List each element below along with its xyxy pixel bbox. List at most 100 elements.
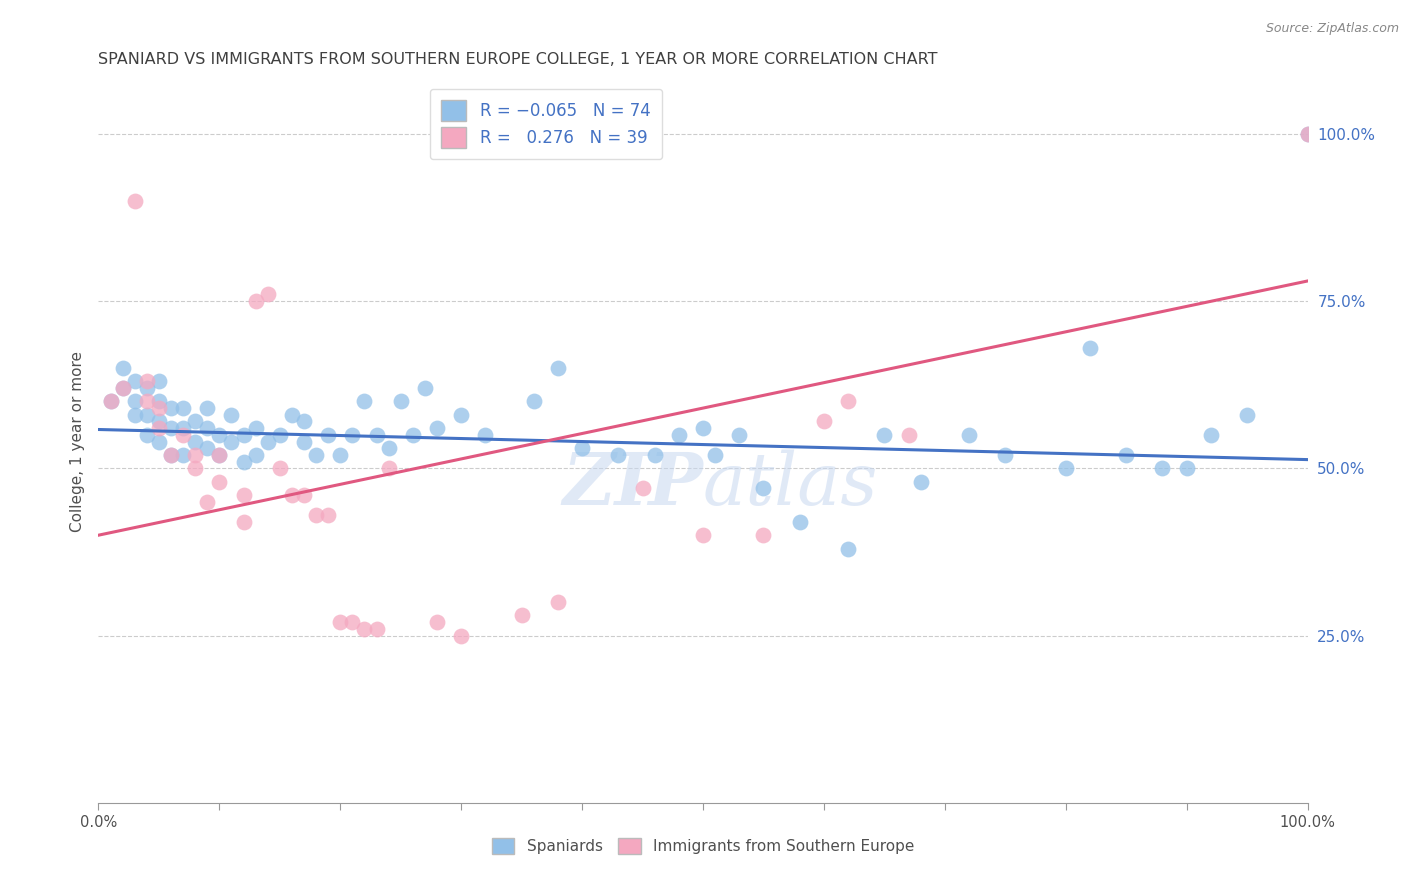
Point — [402, 427, 425, 442]
Point — [644, 448, 666, 462]
Point — [837, 394, 859, 409]
Point — [752, 482, 775, 496]
Point — [245, 448, 267, 462]
Point — [184, 448, 207, 462]
Point — [450, 628, 472, 642]
Point — [510, 608, 533, 623]
Point — [547, 595, 569, 609]
Point — [135, 408, 157, 422]
Point — [160, 421, 183, 435]
Point — [221, 408, 243, 422]
Point — [232, 455, 254, 469]
Point — [195, 421, 218, 435]
Point — [523, 394, 546, 409]
Point — [1054, 461, 1077, 475]
Legend: Spaniards, Immigrants from Southern Europe: Spaniards, Immigrants from Southern Euro… — [485, 832, 921, 860]
Point — [426, 615, 449, 630]
Point — [353, 394, 375, 409]
Point — [994, 448, 1017, 462]
Point — [100, 394, 122, 409]
Point — [160, 448, 183, 462]
Point — [1175, 461, 1198, 475]
Point — [232, 488, 254, 502]
Point — [135, 381, 157, 395]
Point — [172, 448, 194, 462]
Point — [692, 421, 714, 435]
Point — [668, 427, 690, 442]
Point — [752, 528, 775, 542]
Point — [148, 401, 170, 416]
Point — [124, 394, 146, 409]
Point — [172, 427, 194, 442]
Point — [450, 408, 472, 422]
Point — [135, 375, 157, 389]
Point — [474, 427, 496, 442]
Point — [631, 482, 654, 496]
Point — [329, 615, 352, 630]
Point — [305, 508, 328, 523]
Point — [124, 194, 146, 208]
Text: ZIP: ZIP — [562, 450, 703, 520]
Point — [148, 375, 170, 389]
Point — [269, 427, 291, 442]
Point — [232, 427, 254, 442]
Point — [208, 448, 231, 462]
Point — [813, 414, 835, 429]
Point — [692, 528, 714, 542]
Point — [184, 461, 207, 475]
Point — [281, 488, 304, 502]
Point — [172, 421, 194, 435]
Point — [292, 414, 315, 429]
Point — [413, 381, 436, 395]
Point — [897, 427, 920, 442]
Point — [269, 461, 291, 475]
Point — [111, 381, 134, 395]
Point — [342, 427, 364, 442]
Point — [148, 434, 170, 449]
Point — [837, 541, 859, 556]
Point — [728, 427, 751, 442]
Point — [245, 294, 267, 309]
Point — [111, 381, 134, 395]
Point — [256, 434, 278, 449]
Point — [124, 408, 146, 422]
Point — [305, 448, 328, 462]
Point — [366, 427, 388, 442]
Point — [292, 434, 315, 449]
Point — [195, 401, 218, 416]
Point — [160, 448, 183, 462]
Point — [208, 475, 231, 489]
Point — [389, 394, 412, 409]
Point — [353, 622, 375, 636]
Point — [232, 515, 254, 529]
Point — [135, 427, 157, 442]
Point — [1236, 408, 1258, 422]
Point — [1152, 461, 1174, 475]
Point — [208, 448, 231, 462]
Text: SPANIARD VS IMMIGRANTS FROM SOUTHERN EUROPE COLLEGE, 1 YEAR OR MORE CORRELATION : SPANIARD VS IMMIGRANTS FROM SOUTHERN EUR… — [98, 52, 938, 67]
Point — [195, 442, 218, 455]
Point — [221, 434, 243, 449]
Point — [1296, 127, 1319, 141]
Point — [184, 414, 207, 429]
Point — [148, 421, 170, 435]
Point — [704, 448, 727, 462]
Point — [208, 427, 231, 442]
Point — [1078, 341, 1101, 355]
Point — [195, 494, 218, 508]
Point — [547, 361, 569, 376]
Point — [172, 401, 194, 416]
Point — [281, 408, 304, 422]
Point — [329, 448, 352, 462]
Point — [1115, 448, 1137, 462]
Point — [910, 475, 932, 489]
Point — [316, 427, 339, 442]
Point — [135, 394, 157, 409]
Point — [426, 421, 449, 435]
Point — [607, 448, 630, 462]
Point — [377, 442, 399, 455]
Point — [111, 361, 134, 376]
Point — [100, 394, 122, 409]
Point — [342, 615, 364, 630]
Point — [316, 508, 339, 523]
